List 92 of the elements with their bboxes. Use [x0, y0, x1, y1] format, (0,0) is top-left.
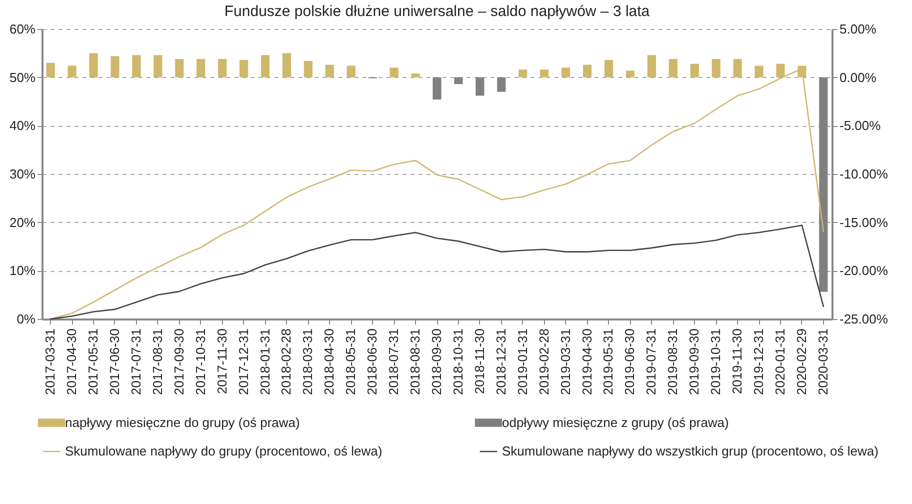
x-tick-label: 2019-01-31	[514, 328, 530, 395]
bar	[260, 55, 270, 78]
bar	[454, 77, 463, 84]
legend-label: Skumulowane napływy do wszystkich grup (procentowo, oś lewa)	[502, 444, 878, 458]
bar	[668, 58, 678, 78]
x-tick-label: 2019-02-28	[536, 328, 552, 395]
bar	[540, 70, 549, 78]
x-tick-label: 2017-08-31	[150, 328, 165, 395]
line-series	[50, 224, 824, 320]
x-tick-label: 2018-12-31	[493, 328, 508, 395]
bar	[175, 58, 184, 78]
x-tick-label: 2019-10-31	[708, 328, 724, 395]
x-tick-label: 2018-05-31	[343, 328, 358, 395]
x-tick-label: 2020-02-29	[794, 328, 809, 395]
bar	[240, 60, 248, 78]
bar	[497, 77, 506, 92]
x-tick-label: 2020-01-31	[772, 328, 788, 395]
bar	[325, 64, 334, 78]
y2-tick-label: -25.00%	[840, 312, 888, 326]
x-tick-label: 2017-06-30	[106, 328, 122, 395]
bar	[712, 58, 720, 78]
x-tick-label: 2017-04-30	[64, 328, 80, 395]
x-tick-label: 2018-02-28	[278, 328, 294, 395]
x-tick-label: 2019-09-30	[686, 328, 702, 395]
x-tick-label: 2020-03-31	[815, 328, 830, 395]
bar	[390, 68, 398, 78]
y-tick-label: 20%	[9, 214, 36, 230]
x-tick-label: 2019-07-31	[644, 328, 659, 395]
x-tick-label: 2019-08-31	[665, 328, 680, 395]
x-tick-label: 2018-11-30	[472, 328, 487, 394]
x-tick-label: 2017-09-30	[171, 328, 186, 395]
bar	[304, 60, 312, 78]
x-tick-label: 2019-05-31	[600, 328, 616, 395]
bar	[733, 58, 742, 78]
y-tick-label: 50%	[9, 70, 36, 85]
x-tick-label: 2017-07-31	[128, 328, 144, 395]
bar	[754, 66, 764, 78]
bar	[562, 68, 570, 78]
x-tick-label: 2018-10-31	[450, 328, 466, 395]
chart-title: Fundusze polskie dłużne uniwersalne – saldo napływów – 3 lata	[224, 3, 650, 20]
x-tick-label: 2017-12-31	[236, 328, 251, 395]
bar	[196, 58, 206, 78]
bar	[68, 66, 76, 78]
y2-tick-label: 5.00%	[840, 22, 877, 36]
x-tick-label: 2017-05-31	[86, 328, 101, 395]
x-tick-label: 2019-12-31	[751, 328, 766, 395]
bar	[819, 77, 828, 292]
x-tick-label: 2019-03-31	[558, 328, 573, 395]
bar	[218, 58, 227, 78]
x-tick-label: 2018-07-31	[386, 328, 402, 395]
bar	[282, 53, 292, 78]
bar	[346, 66, 356, 78]
bar	[132, 55, 141, 78]
bar	[110, 56, 120, 78]
x-tick-label: 2017-03-31	[42, 328, 58, 395]
bar	[432, 77, 442, 100]
y-tick-label: 10%	[9, 263, 36, 278]
x-tick-label: 2018-06-30	[364, 328, 380, 395]
bar	[154, 55, 162, 78]
y2-tick-label: -10.00%	[840, 166, 888, 182]
line-series	[50, 68, 824, 320]
y2-tick-label: -15.00%	[840, 214, 888, 230]
bar	[46, 62, 55, 78]
legend-label: odpływy miesięczne z grupy (oś prawa)	[502, 414, 729, 430]
x-tick-label: 2018-09-30	[429, 328, 444, 395]
x-tick-label: 2017-10-31	[192, 328, 208, 395]
x-tick-label: 2019-06-30	[622, 328, 638, 395]
y-tick-label: 30%	[9, 166, 36, 182]
bar	[411, 73, 420, 78]
x-tick-label: 2017-11-30	[214, 328, 230, 394]
y-tick-label: 0%	[16, 312, 36, 326]
bar	[582, 64, 592, 78]
bar	[476, 77, 484, 96]
y-tick-label: 40%	[9, 118, 36, 134]
x-tick-label: 2018-04-30	[322, 328, 337, 395]
y-tick-label: 60%	[9, 22, 36, 36]
x-tick-label: 2018-03-31	[300, 328, 316, 395]
y2-tick-label: 0.00%	[840, 70, 877, 85]
legend-label: napływy miesięczne do grupy (oś prawa)	[65, 414, 300, 430]
bar	[604, 60, 614, 78]
x-tick-label: 2018-01-31	[257, 328, 272, 395]
x-tick-label: 2019-11-30	[730, 328, 745, 394]
x-tick-label: 2019-04-30	[579, 328, 594, 395]
x-tick-label: 2018-08-31	[408, 328, 423, 395]
bar	[518, 70, 528, 78]
bar	[690, 64, 699, 78]
bar	[626, 70, 634, 78]
y2-tick-label: -5.00%	[840, 118, 882, 134]
bar	[647, 55, 656, 78]
y2-tick-label: -20.00%	[840, 263, 888, 278]
bar	[89, 53, 98, 78]
legend-label: Skumulowane napływy do grupy (procentowo, oś lewa)	[65, 444, 382, 458]
